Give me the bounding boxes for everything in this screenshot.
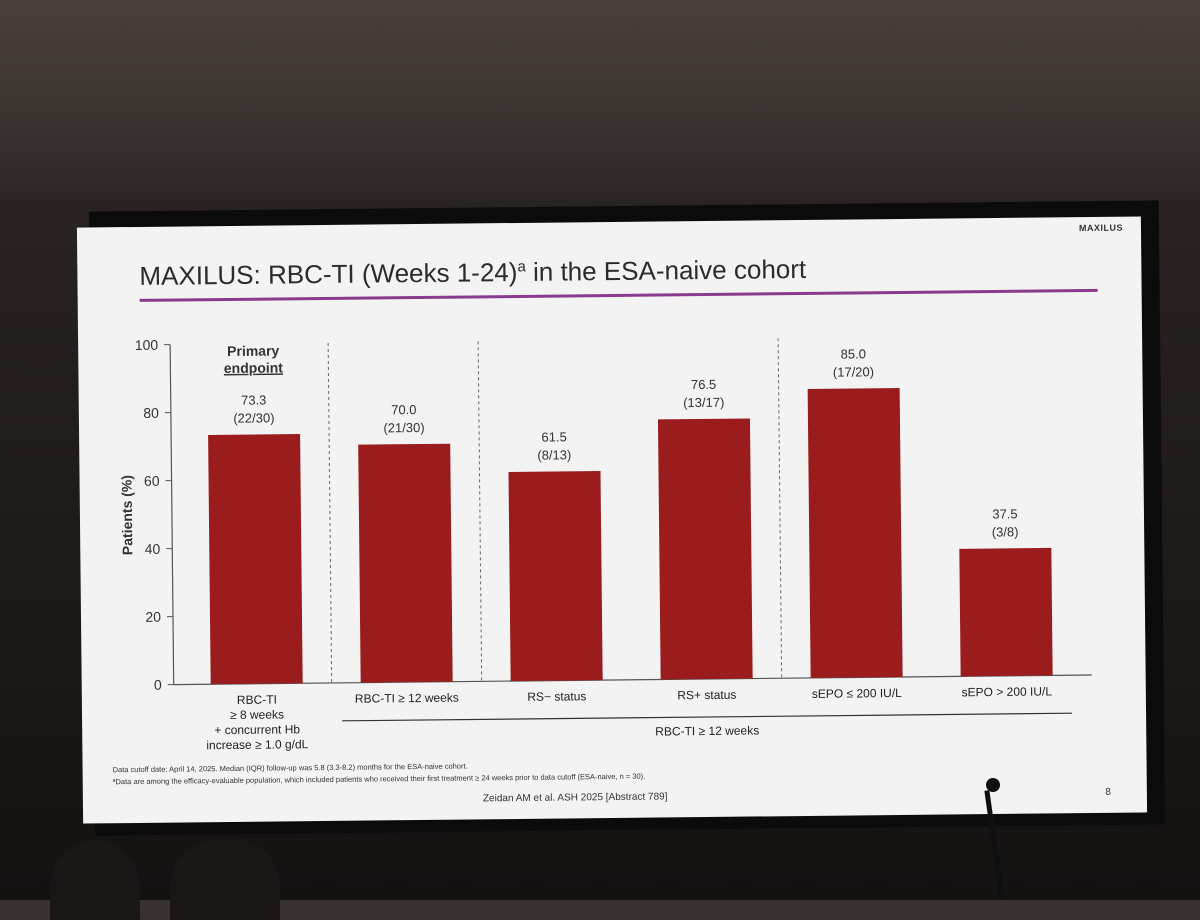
bar xyxy=(808,388,903,678)
x-category-label: RBC-TI xyxy=(237,693,277,707)
citation: Zeidan AM et al. ASH 2025 [Abstract 789] xyxy=(483,791,668,804)
x-axis-line xyxy=(174,675,1092,685)
bar-value-label: 70.0 xyxy=(391,402,416,417)
bar-value-label: 76.5 xyxy=(691,377,716,392)
x-category-label: RS+ status xyxy=(677,688,736,703)
x-category-label: RS− status xyxy=(527,689,586,704)
group-bracket-line xyxy=(342,713,1072,721)
x-category-label: ≥ 8 weeks xyxy=(230,707,284,722)
bar-fraction-label: (8/13) xyxy=(537,447,571,462)
bar-value-label: 37.5 xyxy=(992,506,1017,521)
microphone xyxy=(986,778,1000,792)
group-separator xyxy=(328,343,332,683)
group-separator xyxy=(778,338,782,678)
bar-fraction-label: (21/30) xyxy=(383,420,424,435)
y-tick-label: 100 xyxy=(135,337,159,353)
x-category-label: increase ≥ 1.0 g/dL xyxy=(206,737,308,752)
primary-endpoint-label: Primary xyxy=(227,342,280,359)
bar-fraction-label: (17/20) xyxy=(833,364,874,379)
bar xyxy=(658,418,753,679)
y-tick-label: 60 xyxy=(144,473,160,489)
primary-endpoint-label: endpoint xyxy=(224,359,284,376)
x-category-label: + concurrent Hb xyxy=(214,722,300,737)
bar-fraction-label: (22/30) xyxy=(233,410,274,425)
bar-value-label: 73.3 xyxy=(241,392,266,407)
audience-head xyxy=(50,840,140,920)
y-axis-label: Patients (%) xyxy=(119,475,136,555)
x-category-label: sEPO ≤ 200 IU/L xyxy=(812,686,902,701)
ceiling-background xyxy=(0,0,1200,200)
bar-fraction-label: (3/8) xyxy=(992,524,1019,539)
presentation-slide: MAXILUS MAXILUS: RBC-TI (Weeks 1-24)a in… xyxy=(77,216,1147,823)
y-tick-label: 20 xyxy=(145,609,161,625)
bar xyxy=(508,471,602,681)
audience-head xyxy=(170,840,280,920)
bar xyxy=(358,444,452,683)
bar xyxy=(959,548,1052,676)
x-category-label: sEPO > 200 IU/L xyxy=(962,684,1053,699)
y-tick-label: 0 xyxy=(154,677,162,693)
bar xyxy=(208,434,303,684)
bar-value-label: 85.0 xyxy=(841,346,866,361)
bar-value-label: 61.5 xyxy=(541,429,566,444)
y-tick-label: 40 xyxy=(145,541,161,557)
page-number: 8 xyxy=(1105,787,1111,798)
group-label: RBC-TI ≥ 12 weeks xyxy=(655,723,759,738)
bar-chart: 0 20 40 60 80 100 Patients (%) 73.3 (22/30) RBC-T… xyxy=(77,216,1147,787)
y-tick-label: 80 xyxy=(143,405,159,421)
y-axis-line xyxy=(170,345,174,685)
bar-fraction-label: (13/17) xyxy=(683,395,724,410)
group-separator xyxy=(478,341,482,681)
x-category-label: RBC-TI ≥ 12 weeks xyxy=(355,691,459,706)
